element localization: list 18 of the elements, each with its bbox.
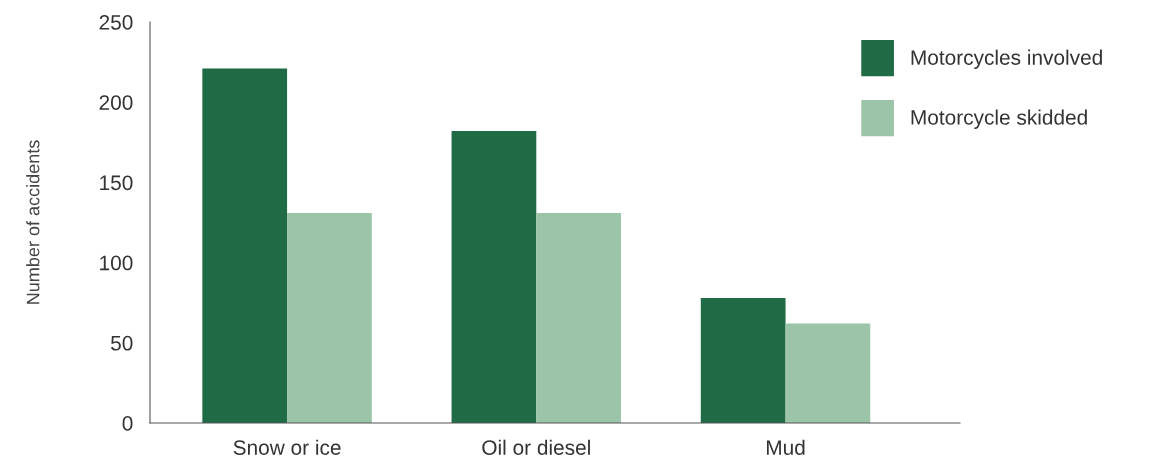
legend-label: Motorcycle skidded — [911, 109, 1087, 129]
y-tick-label: 100 — [100, 255, 133, 271]
legend-label: Motorcycles involved — [911, 49, 1102, 70]
x-tick-label: Oil or diesel — [482, 439, 590, 455]
y-tick-label: 150 — [100, 175, 133, 191]
x-tick-label: Snow or ice — [233, 439, 341, 455]
bar — [451, 131, 537, 423]
x-tick-label: Mud — [766, 439, 805, 455]
y-tick-label: 250 — [99, 15, 133, 30]
bar — [536, 212, 622, 423]
y-axis-title: Number of accidents — [26, 140, 40, 304]
bar — [700, 297, 786, 423]
bar — [785, 323, 871, 423]
bar — [202, 68, 288, 423]
bar — [287, 212, 372, 423]
y-tick-label: 50 — [111, 335, 133, 351]
y-tick-label: 0 — [122, 416, 133, 431]
y-tick-label: 200 — [99, 95, 133, 110]
